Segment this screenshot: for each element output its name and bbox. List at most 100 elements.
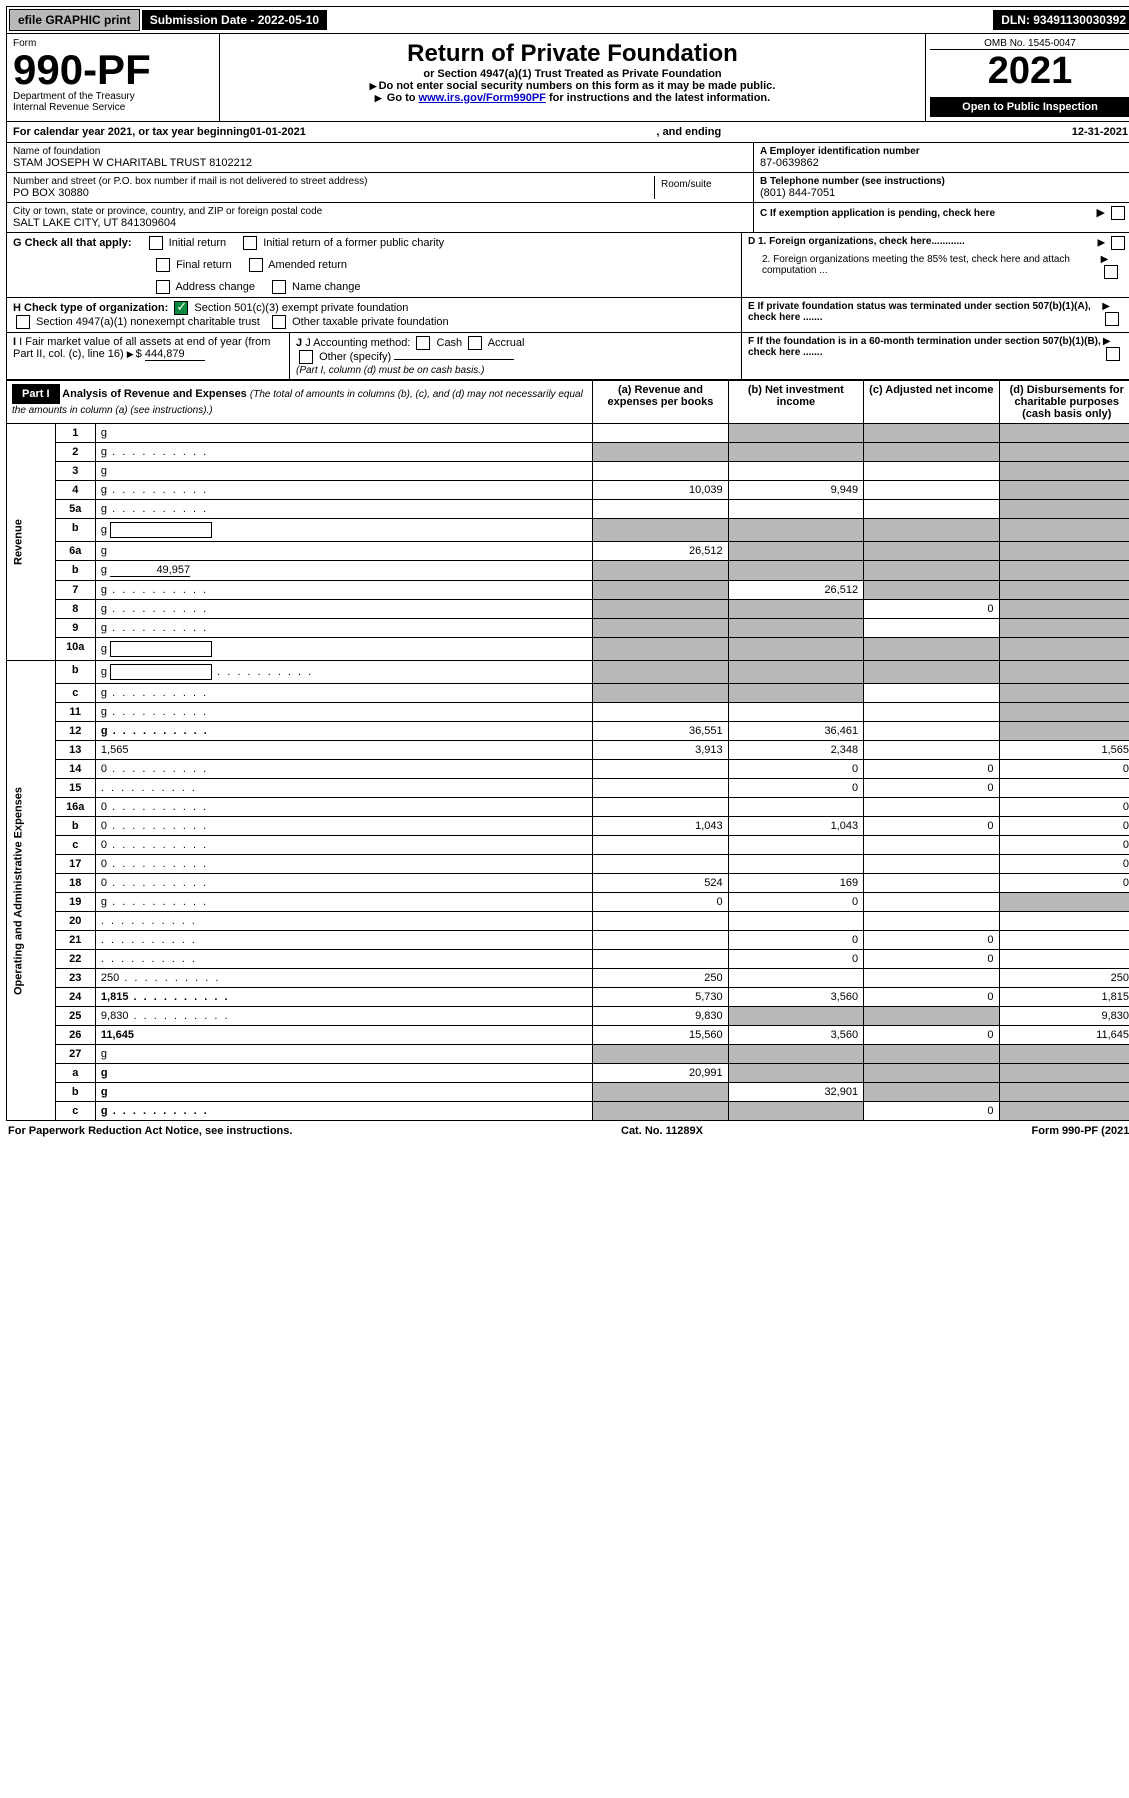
footer-cat: Cat. No. 11289X	[621, 1125, 703, 1137]
line-number: 7	[55, 581, 95, 600]
line-description	[95, 912, 592, 931]
form-instructions-link[interactable]: www.irs.gov/Form990PF	[419, 92, 546, 104]
g-address-change[interactable]	[156, 280, 170, 294]
form-subtitle: or Section 4947(a)(1) Trust Treated as P…	[226, 68, 919, 80]
cell-b-c: 0	[864, 817, 999, 836]
cell-5a-b	[728, 500, 863, 519]
line-number: 11	[55, 703, 95, 722]
cell-1-d	[999, 424, 1129, 443]
line-description: 1,565	[95, 741, 592, 760]
calendar-year-line: For calendar year 2021, or tax year begi…	[6, 122, 1129, 143]
cell-27-a	[593, 1045, 728, 1064]
cell-12-d	[999, 722, 1129, 741]
line-number: c	[55, 684, 95, 703]
form-number: 990-PF	[13, 49, 213, 91]
g-amended[interactable]	[249, 258, 263, 272]
i-j-f-row: I I Fair market value of all assets at e…	[6, 333, 1129, 380]
cell-7-b: 26,512	[728, 581, 863, 600]
line-number: 20	[55, 912, 95, 931]
part1-header: Part I	[12, 384, 60, 404]
j-accrual-checkbox[interactable]	[468, 336, 482, 350]
line-description: 11,645	[95, 1026, 592, 1045]
phone: (801) 844-7051	[760, 187, 1128, 199]
cell-13-a: 3,913	[593, 741, 728, 760]
cell-6a-a: 26,512	[593, 542, 728, 561]
j-other-checkbox[interactable]	[299, 350, 313, 364]
cell-18-b: 169	[728, 874, 863, 893]
efile-print-button[interactable]: efile GRAPHIC print	[9, 9, 140, 31]
line-description: g	[95, 443, 592, 462]
cell-c-b	[728, 684, 863, 703]
cell-4-c	[864, 481, 999, 500]
c-checkbox[interactable]	[1111, 206, 1125, 220]
j-cash-checkbox[interactable]	[416, 336, 430, 350]
h-4947-checkbox[interactable]	[16, 315, 30, 329]
irs-label: Internal Revenue Service	[13, 102, 213, 113]
f-checkbox[interactable]	[1106, 347, 1120, 361]
ssn-note: Do not enter social security numbers on …	[379, 80, 776, 92]
cell-b-b: 1,043	[728, 817, 863, 836]
line-description: g	[95, 462, 592, 481]
cell-2-a	[593, 443, 728, 462]
g-final-return[interactable]	[156, 258, 170, 272]
j-accrual: Accrual	[488, 337, 525, 349]
line-description: g	[95, 500, 592, 519]
line-description: 250	[95, 969, 592, 988]
g-name-change[interactable]	[272, 280, 286, 294]
line-number: 8	[55, 600, 95, 619]
room-label: Room/suite	[654, 176, 747, 199]
cell-26-b: 3,560	[728, 1026, 863, 1045]
cell-c-d: 0	[999, 836, 1129, 855]
cell-4-d	[999, 481, 1129, 500]
line-number: 26	[55, 1026, 95, 1045]
cell-16a-b	[728, 798, 863, 817]
line-number: 19	[55, 893, 95, 912]
cell-19-a: 0	[593, 893, 728, 912]
cell-18-d: 0	[999, 874, 1129, 893]
cell-b-b	[728, 519, 863, 542]
h-other-checkbox[interactable]	[272, 315, 286, 329]
g-opt-1: Final return	[176, 259, 232, 271]
line-description: 0	[95, 817, 592, 836]
cell-b-d	[999, 1083, 1129, 1102]
cell-b-a	[593, 519, 728, 542]
cell-2-b	[728, 443, 863, 462]
d1-checkbox[interactable]	[1111, 236, 1125, 250]
cell-a-a: 20,991	[593, 1064, 728, 1083]
cell-b-a	[593, 661, 728, 684]
line-description: g	[95, 684, 592, 703]
goto-pre: Go to	[387, 92, 419, 104]
line-description: g	[95, 703, 592, 722]
line-number: b	[55, 817, 95, 836]
line-number: 24	[55, 988, 95, 1007]
h-501c3-checkbox[interactable]	[174, 301, 188, 315]
cell-17-b	[728, 855, 863, 874]
cell-20-a	[593, 912, 728, 931]
form-title-block: Return of Private Foundation or Section …	[220, 34, 925, 121]
h1: Section 501(c)(3) exempt private foundat…	[194, 302, 408, 314]
g-opt-4: Amended return	[268, 259, 347, 271]
cell-9-b	[728, 619, 863, 638]
e-checkbox[interactable]	[1105, 312, 1119, 326]
line-description: g	[95, 1102, 592, 1121]
expenses-section-label: Operating and Administrative Expenses	[7, 661, 56, 1121]
cell-11-d	[999, 703, 1129, 722]
cell-26-a: 15,560	[593, 1026, 728, 1045]
line-number: 2	[55, 443, 95, 462]
g-initial-return[interactable]	[149, 236, 163, 250]
cell-20-b	[728, 912, 863, 931]
d2-checkbox[interactable]	[1104, 265, 1118, 279]
g-initial-former[interactable]	[243, 236, 257, 250]
line-description: g 49,957	[95, 561, 592, 581]
cell-5a-d	[999, 500, 1129, 519]
cell-7-d	[999, 581, 1129, 600]
ein: 87-0639862	[760, 157, 1128, 169]
cal-end: 12-31-2021	[1072, 126, 1128, 138]
cell-c-b	[728, 1102, 863, 1121]
cell-20-c	[864, 912, 999, 931]
line-description	[95, 931, 592, 950]
address-label: Number and street (or P.O. box number if…	[13, 176, 654, 187]
cell-4-b: 9,949	[728, 481, 863, 500]
cal-begin: 01-01-2021	[250, 126, 306, 138]
cell-b-d	[999, 561, 1129, 581]
